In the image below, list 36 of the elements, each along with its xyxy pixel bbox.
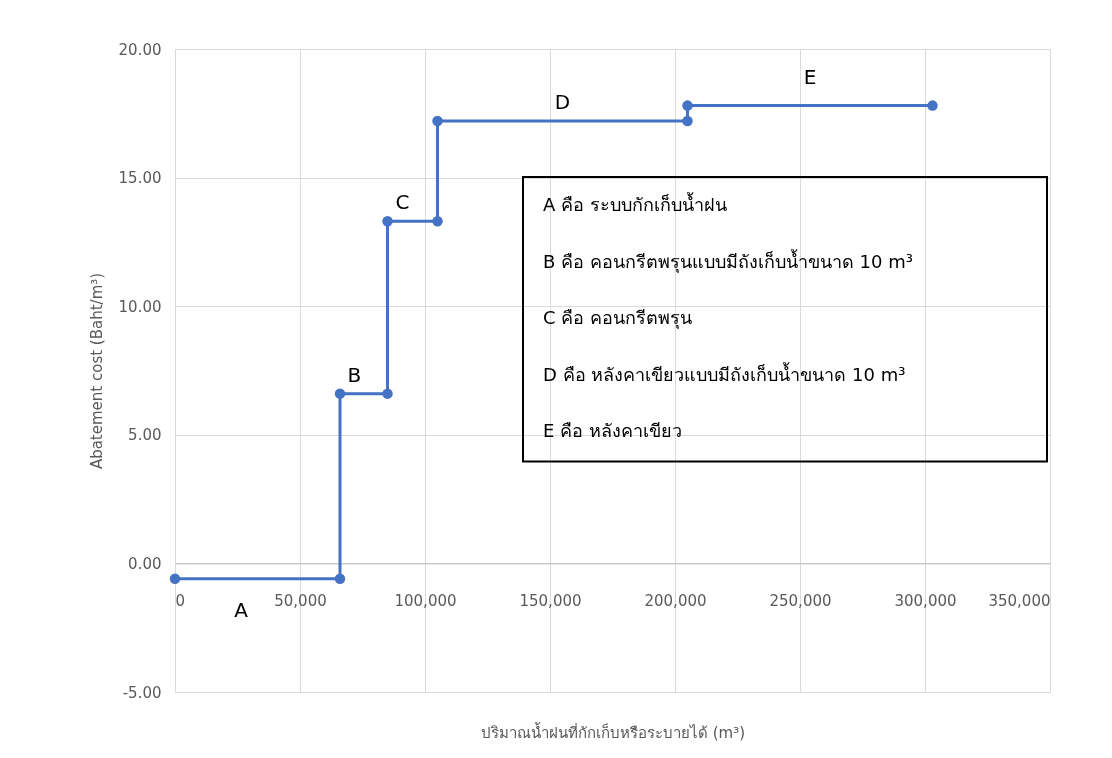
y-tick-label: -5.00 [122, 683, 162, 702]
annotation: B [347, 362, 362, 387]
y-tick-label: 20.00 [118, 40, 162, 59]
point [382, 388, 393, 399]
point [682, 100, 693, 111]
point [334, 573, 346, 585]
y-tick-label: 15.00 [118, 169, 162, 188]
point [334, 388, 346, 399]
point [927, 100, 938, 111]
x-tick-label: 200,000 [644, 591, 707, 610]
annotation: C คือ คอนกรีตพรุน [543, 307, 693, 330]
point [169, 573, 181, 585]
point [382, 216, 393, 227]
x-tick-label: 350,000 [988, 591, 1051, 610]
y-tick-label: 0.00 [128, 554, 162, 573]
x-tick-label: 100,000 [394, 591, 457, 610]
x-tick-label: 300,000 [894, 591, 957, 610]
annotation: E [803, 64, 817, 89]
annotation: A คือ ระบบกักเก็บน้ำฝน [543, 192, 727, 216]
annotation: A [234, 597, 249, 622]
annotation: B คือ คอนกรีตพรุนแบบมีถังเก็บน้ำขนาด 10 m³ [543, 248, 913, 273]
x-tick-label: 0 [175, 591, 186, 610]
annotation: D [554, 90, 571, 115]
annotation: D คือ หลังคาเขียวแบบมีถังเก็บน้ำขนาด 10 m³ [543, 361, 906, 385]
point [682, 115, 693, 127]
x-tick-label: 50,000 [274, 591, 327, 610]
annotation: C [395, 190, 410, 215]
y-tick-label: 5.00 [128, 426, 162, 445]
point [432, 216, 443, 227]
y-axis-title: Abatement cost (Baht/m³) [87, 272, 106, 470]
point [432, 115, 443, 127]
x-tick-label: 250,000 [769, 591, 832, 610]
x-axis-title: ปริมาณน้ำฝนที่กักเก็บหรือระบายได้ (m³) [480, 721, 746, 742]
x-tick-label: 150,000 [519, 591, 582, 610]
y-tick-label: 10.00 [118, 297, 162, 316]
annotation: E คือ หลังคาเขียว [543, 420, 682, 442]
